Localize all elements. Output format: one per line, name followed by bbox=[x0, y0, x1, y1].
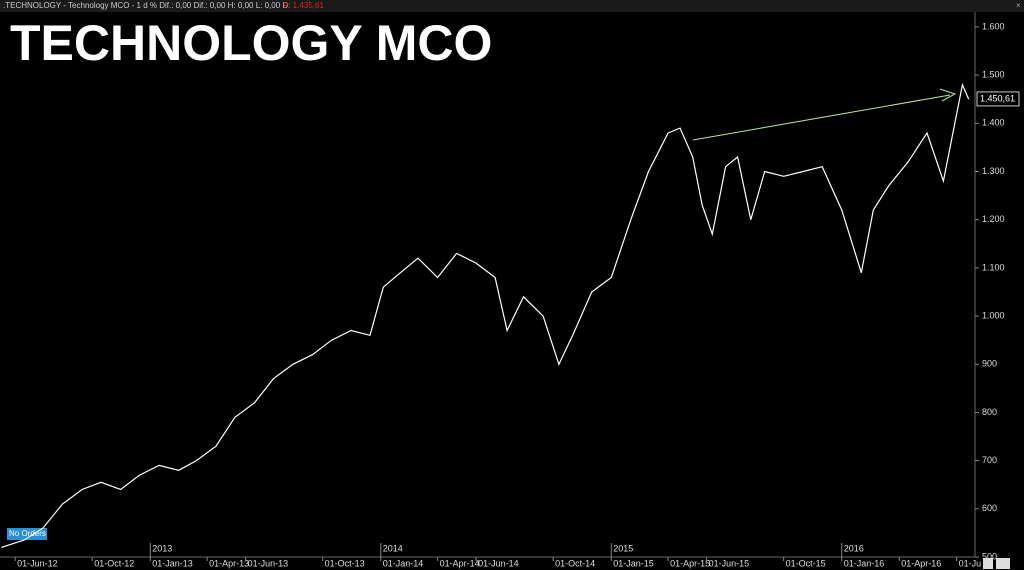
header-bar bbox=[0, 0, 1024, 12]
last-price-label: 1.450,61 bbox=[980, 93, 1015, 103]
header-text: .TECHNOLOGY - Technology MCO - 1 d % Dif… bbox=[3, 1, 290, 10]
x-tick-label: 01-Jan-13 bbox=[152, 558, 193, 568]
x-tick-label: 01-Jan-15 bbox=[613, 558, 654, 568]
y-tick-label: 1.600 bbox=[982, 21, 1005, 31]
y-tick-label: 1.500 bbox=[982, 70, 1005, 80]
y-tick-label: 1.200 bbox=[982, 214, 1005, 224]
last-price-box bbox=[976, 91, 1020, 107]
x-tick-label: 01-Jun-12 bbox=[17, 558, 58, 568]
x-tick-label: 01-Oct-15 bbox=[786, 558, 826, 568]
x-tick-label: 01-Jun-13 bbox=[248, 558, 289, 568]
y-tick-label: 1.000 bbox=[982, 310, 1005, 320]
year-label: 2016 bbox=[844, 543, 864, 553]
x-tick-label: 01-Apr-14 bbox=[440, 558, 480, 568]
header-price: P: 1.435,61 bbox=[283, 1, 324, 10]
trend-arrow bbox=[692, 94, 951, 141]
x-tick-label: 01-Ju bbox=[959, 558, 982, 568]
y-tick-label: 1.100 bbox=[982, 262, 1005, 272]
chart-title: TECHNOLOGY MCO bbox=[10, 15, 492, 71]
x-tick-label: 01-Apr-16 bbox=[901, 558, 941, 568]
x-tick-label: 01-Oct-12 bbox=[94, 558, 134, 568]
no-orders-button[interactable] bbox=[7, 528, 47, 540]
y-tick-label: 800 bbox=[982, 407, 997, 417]
x-tick-label: 01-Jan-14 bbox=[383, 558, 424, 568]
save-icon[interactable] bbox=[983, 558, 993, 569]
y-tick-label: 600 bbox=[982, 503, 997, 513]
price-line bbox=[1, 82, 970, 548]
year-label: 2015 bbox=[613, 543, 633, 553]
y-tick-label: 1.400 bbox=[982, 118, 1005, 128]
x-tick-label: 01-Jun-14 bbox=[478, 558, 519, 568]
x-tick-label: 01-Apr-13 bbox=[209, 558, 249, 568]
y-tick-label: 700 bbox=[982, 455, 997, 465]
year-label: 2013 bbox=[152, 543, 172, 553]
x-tick-label: 01-Oct-13 bbox=[325, 558, 365, 568]
close-icon[interactable]: × bbox=[1016, 1, 1021, 10]
x-tick-label: 01-Jun-15 bbox=[709, 558, 750, 568]
trend-arrow-head bbox=[939, 88, 957, 102]
y-tick-label: 900 bbox=[982, 359, 997, 369]
x-tick-label: 01-Apr-15 bbox=[670, 558, 710, 568]
zoom-icon[interactable] bbox=[996, 558, 1010, 569]
x-tick-label: 01-Jan-16 bbox=[844, 558, 885, 568]
no-orders-label[interactable]: No Orders bbox=[9, 529, 46, 538]
y-tick-label: 500 bbox=[982, 551, 997, 561]
x-tick-label: 01-Oct-14 bbox=[555, 558, 595, 568]
year-label: 2014 bbox=[383, 543, 403, 553]
y-tick-label: 1.300 bbox=[982, 166, 1005, 176]
